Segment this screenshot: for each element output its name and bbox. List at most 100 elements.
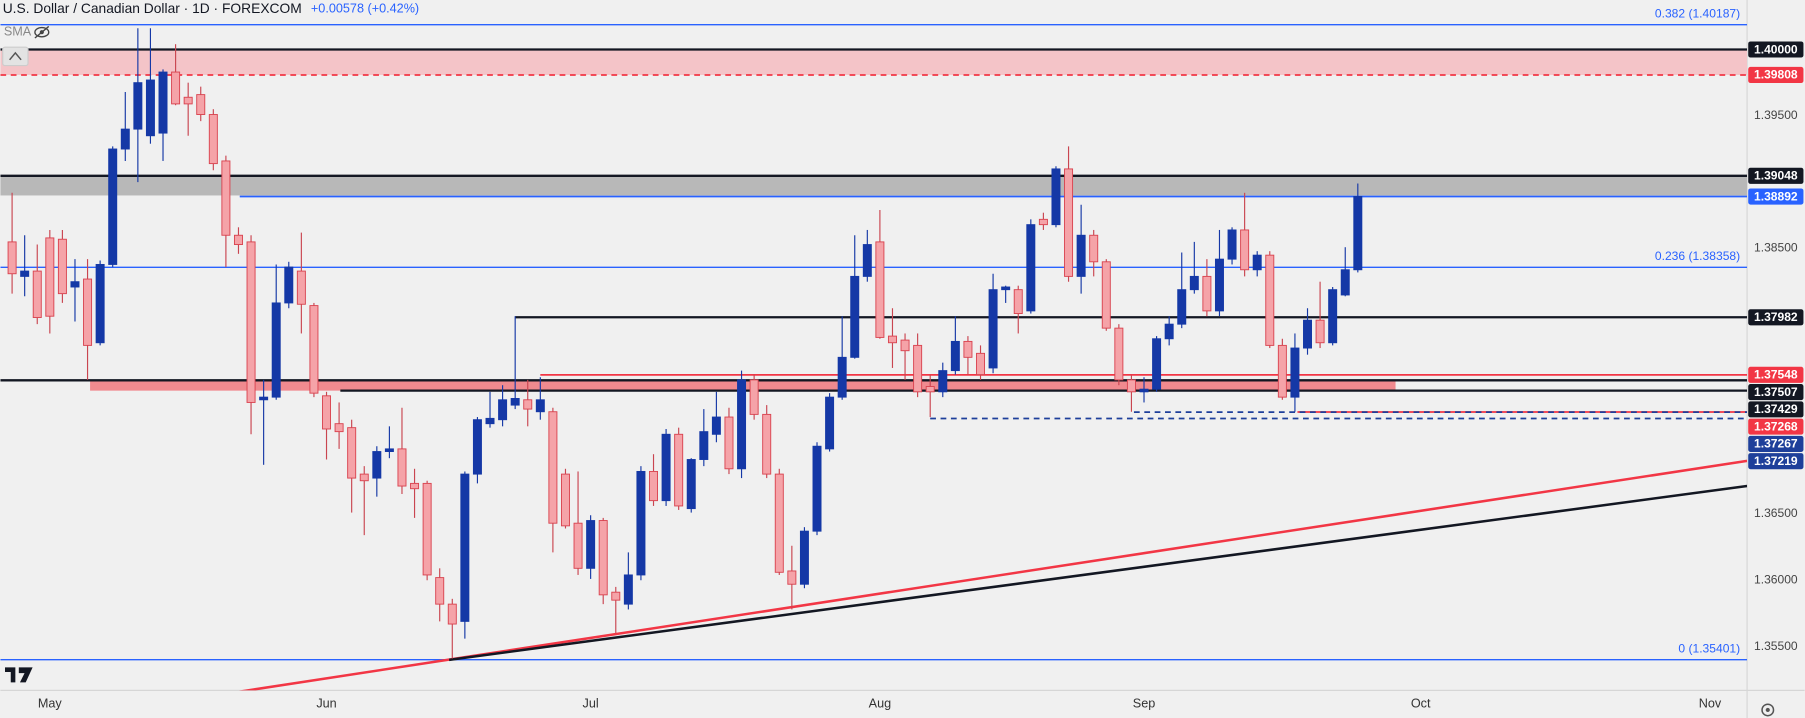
price-tag-label: 1.37548 xyxy=(1754,368,1798,382)
candle-body xyxy=(649,470,659,502)
candle-body xyxy=(535,399,545,413)
candle-body xyxy=(1076,234,1086,277)
x-tick-label: Jun xyxy=(316,697,336,711)
candle-body xyxy=(334,423,344,433)
candle-body xyxy=(1013,289,1023,315)
candle-body xyxy=(1177,289,1187,325)
candle-body xyxy=(410,482,420,490)
price-tag-label: 1.37219 xyxy=(1754,454,1798,468)
candle-body xyxy=(158,71,168,134)
candle-body xyxy=(1290,347,1300,398)
fib-label: 0.382 (1.40187) xyxy=(1655,7,1740,21)
candle-body xyxy=(259,396,269,401)
candle-body xyxy=(372,451,382,479)
candle-body xyxy=(837,356,847,398)
candle-body xyxy=(1328,289,1338,344)
x-tick-label: May xyxy=(38,697,63,711)
candle-body xyxy=(83,278,93,346)
price-tag xyxy=(1748,435,1804,452)
candle-body xyxy=(1189,275,1199,291)
price-tag xyxy=(1748,41,1804,58)
candle-body xyxy=(322,395,332,430)
price-tag xyxy=(1748,401,1804,418)
candle-body xyxy=(850,275,860,358)
candle-body xyxy=(1089,234,1099,263)
candle-body xyxy=(913,344,923,393)
candle-body xyxy=(1303,319,1312,349)
price-tag xyxy=(1748,188,1804,205)
price-change: +0.00578 (+0.42%) xyxy=(311,2,419,16)
overlay: U.S. Dollar / Canadian Dollar · 1D · FOR… xyxy=(2,1,1775,717)
candle-body xyxy=(133,82,143,130)
candle-body xyxy=(1265,254,1275,346)
candle-body xyxy=(1214,258,1224,312)
candle-body xyxy=(1064,168,1074,277)
candle-body xyxy=(359,473,369,482)
candle-body xyxy=(711,416,721,435)
price-tag xyxy=(1748,66,1804,84)
eye-icon[interactable] xyxy=(34,25,50,39)
candle-body xyxy=(938,370,948,393)
candle-body xyxy=(988,289,998,369)
x-tick-label: Sep xyxy=(1133,697,1156,711)
candle-body xyxy=(1101,261,1111,329)
candle-body xyxy=(1202,275,1212,312)
x-tick-label: Nov xyxy=(1699,697,1722,711)
price-tag-label: 1.39048 xyxy=(1754,169,1798,183)
candle-body xyxy=(1038,218,1048,226)
candle-body xyxy=(208,114,218,165)
candle-body xyxy=(1139,388,1149,393)
candle-body xyxy=(196,94,206,115)
price-tag xyxy=(1748,366,1804,383)
candle-body xyxy=(598,520,608,596)
candle-body xyxy=(120,128,130,150)
y-tick-label: 1.35500 xyxy=(1754,639,1798,653)
candle-body xyxy=(7,241,17,275)
candle-body xyxy=(925,386,935,393)
candle-body xyxy=(611,591,621,601)
price-tag-label: 1.38892 xyxy=(1754,189,1798,203)
collapse-button[interactable] xyxy=(2,46,29,67)
trendline xyxy=(448,484,1748,662)
candle-body xyxy=(1227,229,1237,260)
candle-body xyxy=(284,266,294,304)
candle-body xyxy=(309,305,319,394)
x-tick-label: Aug xyxy=(869,697,892,711)
settings-icon[interactable] xyxy=(1761,703,1775,717)
price-tag-label: 1.40000 xyxy=(1754,42,1798,56)
price-tag xyxy=(1748,167,1804,184)
candle-body xyxy=(271,302,281,398)
candle-body xyxy=(347,427,357,479)
candle-body xyxy=(1277,344,1287,398)
zone xyxy=(0,175,1748,196)
candle-body xyxy=(57,238,67,295)
y-tick-label: 1.36500 xyxy=(1754,506,1798,520)
candle-body xyxy=(296,270,306,305)
candle-body xyxy=(472,419,482,475)
candle-body xyxy=(825,396,835,450)
candle-body xyxy=(45,237,55,317)
candle-body xyxy=(749,379,759,415)
candle-body xyxy=(623,574,633,605)
symbol-title: U.S. Dollar / Canadian Dollar · 1D · FOR… xyxy=(3,1,302,16)
price-tag-label: 1.37267 xyxy=(1754,437,1798,451)
candle-body xyxy=(812,445,822,532)
candle-body xyxy=(447,603,457,625)
price-tag xyxy=(1748,384,1804,401)
candle-body xyxy=(586,520,596,569)
indicator-label[interactable]: SMA xyxy=(4,25,32,39)
candle-body xyxy=(523,399,533,410)
candle-body xyxy=(70,281,80,288)
logo xyxy=(5,667,33,683)
candle-body xyxy=(674,433,684,507)
price-tag-label: 1.37429 xyxy=(1754,402,1798,416)
candle-body xyxy=(183,96,193,105)
candle-body xyxy=(875,241,885,338)
candle-body xyxy=(787,570,797,585)
y-tick-label: 1.39500 xyxy=(1754,108,1798,122)
y-tick-label: 1.36000 xyxy=(1754,572,1798,586)
candle-body xyxy=(1001,286,1011,291)
